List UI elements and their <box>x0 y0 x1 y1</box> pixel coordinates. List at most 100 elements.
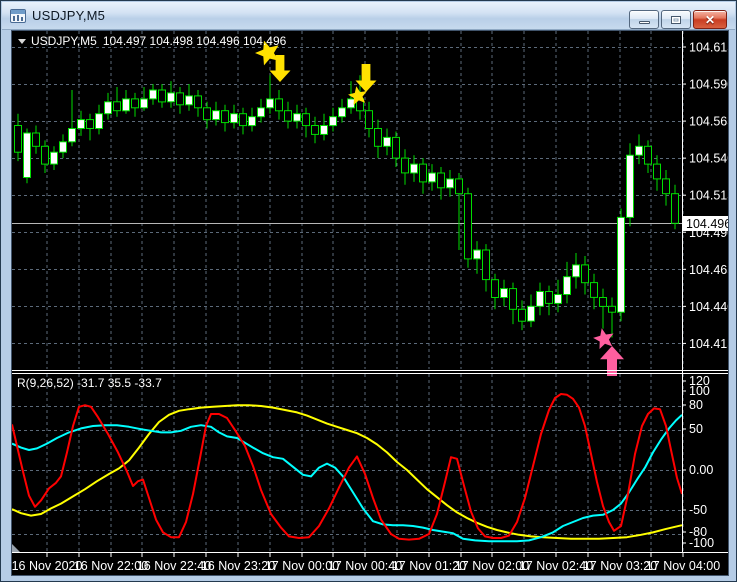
axes-layer: 104.615 104.590 104.565 104.540 104.515 104.4… <box>12 31 728 573</box>
candle-body <box>644 145 652 165</box>
candle-body <box>68 128 76 143</box>
candle-body <box>221 110 229 124</box>
candle-body <box>464 193 472 260</box>
grid-layer <box>12 31 684 552</box>
candle-body <box>158 89 166 103</box>
chart-client-area: 104.615 104.590 104.565 104.540 104.515 104.4… <box>11 30 729 576</box>
price-label: 104.440 <box>689 300 728 314</box>
candle-body <box>491 279 499 298</box>
candle-body <box>311 125 319 135</box>
title-bar[interactable]: USDJPY,M5 <box>2 2 735 30</box>
candle-body <box>374 128 382 147</box>
current-price-badge <box>683 216 728 231</box>
candle-body <box>536 291 544 307</box>
candle-body <box>77 119 85 129</box>
time-label: 17 Nov 01:20 <box>392 559 466 573</box>
indicator-label: R(9,26,52) -31.7 35.5 -33.7 <box>17 376 162 390</box>
candle-body <box>185 95 193 106</box>
candle-body <box>329 116 337 127</box>
candle-body <box>95 113 103 129</box>
indicator-scale-label: 80 <box>689 398 703 412</box>
chart-surface[interactable]: 104.615 104.590 104.565 104.540 104.515 104.4… <box>12 31 728 575</box>
time-label: 17 Nov 04:00 <box>646 559 720 573</box>
candle-body <box>518 308 526 322</box>
close-icon: ✕ <box>704 12 716 27</box>
candle-body <box>338 107 346 118</box>
wpr-line-r26 <box>12 414 683 543</box>
wpr-line-r52 <box>12 404 683 540</box>
candle-body <box>554 294 562 304</box>
candle-body <box>239 113 247 127</box>
indicator-scale-label: -100 <box>689 536 714 550</box>
candle-body <box>446 178 454 189</box>
restore-button[interactable] <box>661 10 691 29</box>
signal-arrow-up <box>600 346 624 376</box>
window-title: USDJPY,M5 <box>32 8 106 23</box>
candle-body <box>428 172 436 183</box>
symbol-dropdown-icon[interactable] <box>18 39 26 44</box>
signal-markers-layer <box>255 40 624 376</box>
candle-body <box>671 193 679 224</box>
time-label: 17 Nov 02:40 <box>519 559 593 573</box>
pane-resize-grip[interactable] <box>12 544 20 552</box>
candle-body <box>140 98 148 109</box>
candle-body <box>14 125 22 153</box>
candle-body <box>635 145 643 156</box>
candle-body <box>320 125 328 135</box>
time-label: 17 Nov 00:00 <box>265 559 339 573</box>
ohlc-label: USDJPY,M5 104.497 104.498 104.496 104.496 <box>18 34 287 48</box>
price-label: 104.415 <box>689 337 728 351</box>
candle-body <box>509 288 517 310</box>
candle-body <box>347 98 355 109</box>
candle-body <box>590 282 598 298</box>
candle-body <box>365 110 373 129</box>
candle-body <box>203 107 211 121</box>
candle-body <box>302 113 310 127</box>
signal-arrow-down <box>269 55 291 82</box>
signal-star <box>593 328 614 349</box>
candle-body <box>266 98 274 109</box>
candle-body <box>167 92 175 103</box>
candles-layer <box>14 75 679 338</box>
candle-body <box>401 157 409 174</box>
candle-body <box>383 136 391 147</box>
indicator-scale-label: 50 <box>689 422 703 436</box>
close-button[interactable]: ✕ <box>693 10 727 29</box>
candle-body <box>86 119 94 129</box>
signal-star <box>348 86 367 105</box>
indicator-lines-layer <box>12 393 683 543</box>
candle-body <box>437 172 445 189</box>
signal-arrow-down <box>355 64 377 92</box>
candle-body <box>275 98 283 112</box>
signal-star <box>255 40 279 66</box>
restore-icon <box>671 15 681 24</box>
candle-body <box>545 291 553 304</box>
candle-body <box>410 163 418 174</box>
candle-body <box>293 113 301 122</box>
price-label: 104.540 <box>689 152 728 166</box>
wpr-line-r9 <box>12 393 683 541</box>
time-label: 16 Nov 22:40 <box>137 559 211 573</box>
minimize-button[interactable] <box>629 10 659 29</box>
candle-body <box>212 110 220 121</box>
candle-body <box>23 132 31 178</box>
time-label: 17 Nov 00:40 <box>328 559 402 573</box>
time-label: 16 Nov 23:20 <box>201 559 275 573</box>
candle-body <box>104 101 112 115</box>
candle-body <box>59 141 67 153</box>
current-price-value: 104.496 <box>686 217 728 231</box>
candle-body <box>455 178 463 195</box>
price-label: 104.615 <box>689 41 728 55</box>
indicator-scale-label: 120 <box>689 374 710 388</box>
candle-body <box>617 216 625 313</box>
time-label: 17 Nov 03:20 <box>583 559 657 573</box>
candle-body <box>500 288 508 299</box>
candle-body <box>32 132 40 147</box>
candle-body <box>653 163 661 180</box>
chart-window-icon <box>10 8 26 23</box>
time-label: 17 Nov 02:00 <box>455 559 529 573</box>
candle-body <box>284 110 292 122</box>
candle-body <box>176 92 184 106</box>
